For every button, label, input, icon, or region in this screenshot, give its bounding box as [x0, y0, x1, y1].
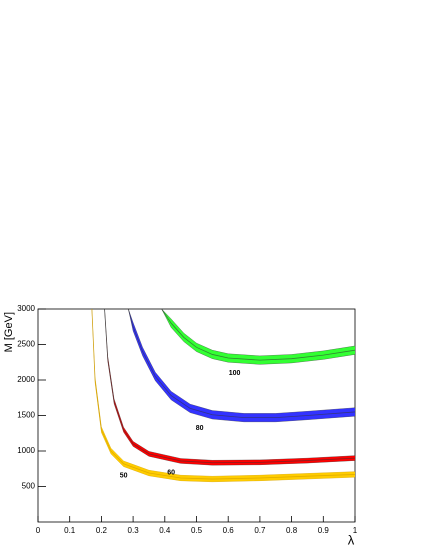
y-axis-label: M [GeV] — [3, 312, 15, 352]
band-line — [128, 309, 355, 423]
band-line — [161, 309, 355, 365]
y-tick-label: 2000 — [17, 375, 35, 384]
series-label: 60 — [167, 469, 175, 476]
x-tick-label: 0.2 — [96, 526, 108, 535]
band-line — [127, 309, 355, 419]
x-tick-label: 0 — [36, 526, 41, 535]
series-label: 80 — [196, 425, 204, 432]
x-tick-label: 0.4 — [159, 526, 171, 535]
x-tick-label: 0.7 — [254, 526, 266, 535]
band-line — [104, 309, 355, 466]
series-label: 100 — [229, 370, 241, 377]
band-area — [128, 309, 355, 422]
x-tick-label: 0.8 — [286, 526, 298, 535]
band-line — [161, 309, 355, 357]
band-area — [161, 309, 355, 365]
band-line — [104, 309, 355, 461]
x-tick-label: 1 — [353, 526, 358, 535]
x-axis-label: λ — [348, 532, 355, 547]
y-tick-label: 500 — [22, 482, 36, 491]
y-tick-label: 3000 — [17, 304, 35, 313]
band-line — [91, 309, 355, 480]
x-tick-label: 0.3 — [128, 526, 140, 535]
band-line — [91, 309, 355, 483]
y-tick-label: 1500 — [17, 411, 35, 420]
band-line — [128, 309, 355, 414]
x-tick-label: 0.5 — [191, 526, 203, 535]
series-label: 50 — [120, 472, 128, 479]
band-area — [104, 309, 355, 466]
band-line — [161, 309, 355, 361]
bands — [91, 309, 355, 483]
band-line — [91, 309, 355, 477]
band-area — [91, 309, 355, 482]
x-tick-label: 0.1 — [64, 526, 76, 535]
band-line — [104, 309, 355, 464]
y-tick-label: 1000 — [17, 446, 35, 455]
y-tick-label: 2500 — [17, 340, 35, 349]
x-tick-label: 0.9 — [318, 526, 330, 535]
x-tick-label: 0.6 — [223, 526, 235, 535]
